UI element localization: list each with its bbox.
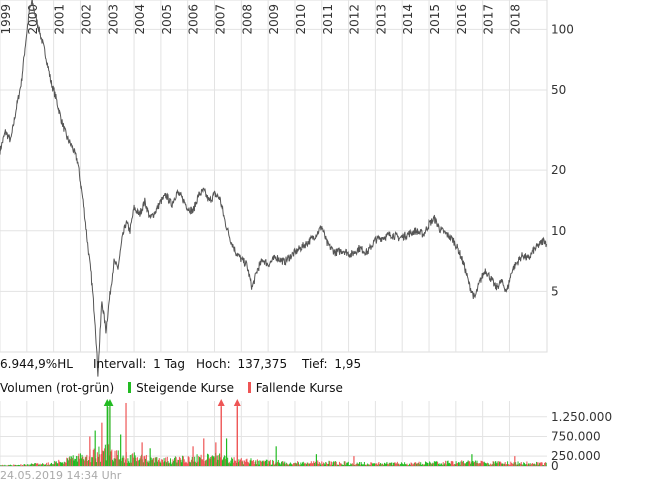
low-label: Tief: bbox=[302, 357, 328, 371]
high-value: 137,375 bbox=[237, 357, 288, 371]
year-tick-label: 2014 bbox=[401, 4, 415, 35]
year-tick-label: 2013 bbox=[374, 4, 388, 35]
year-tick-label: 2011 bbox=[321, 4, 335, 35]
year-tick-label: 2009 bbox=[267, 4, 281, 35]
interval-label: Intervall: bbox=[93, 357, 147, 371]
year-tick-label: 2004 bbox=[133, 4, 147, 35]
volume-legend: Volumen (rot-grün) Steigende Kurse Falle… bbox=[0, 381, 343, 395]
price-line bbox=[0, 0, 547, 377]
volume-title: Volumen (rot-grün) bbox=[0, 381, 115, 395]
volume-tick-label: 1.250.000 bbox=[551, 410, 612, 424]
interval-value: 1 Tag bbox=[153, 357, 185, 371]
performance-value: 6.944,9%HL bbox=[0, 357, 73, 371]
year-tick-label: 2008 bbox=[240, 4, 254, 35]
year-tick-label: 2001 bbox=[53, 4, 67, 35]
price-tick-label: 10 bbox=[551, 224, 566, 238]
legend-swatch-falling bbox=[247, 382, 251, 393]
volume-overflow-arrow bbox=[106, 399, 114, 406]
x-tick-labels: 1999 2000 2001 2002 2003 2004 2005 2006 2007 2008… bbox=[0, 4, 522, 35]
price-grid bbox=[0, 0, 548, 353]
low-info: Tief: 1,95 bbox=[302, 357, 364, 371]
year-tick-label: 2016 bbox=[455, 4, 469, 35]
volume-overflow-arrow bbox=[217, 399, 225, 406]
interval-info: Intervall: 1 Tag bbox=[93, 357, 188, 371]
price-tick-label: 20 bbox=[551, 163, 566, 177]
year-tick-label: 2006 bbox=[187, 4, 201, 35]
high-label: Hoch: bbox=[196, 357, 231, 371]
year-tick-label: 2010 bbox=[294, 4, 308, 35]
volume-tick-label: 0 bbox=[551, 459, 559, 473]
performance-info: 6.944,9%HL bbox=[0, 357, 76, 371]
year-tick-label: 2017 bbox=[482, 4, 496, 35]
volume-overflow-arrow bbox=[233, 399, 241, 406]
volume-bars bbox=[0, 399, 547, 466]
price-frame bbox=[0, 0, 548, 353]
year-tick-label: 2007 bbox=[214, 4, 228, 35]
y-tick-labels: 100 50 20 10 5 bbox=[551, 22, 574, 298]
timestamp: 24.05.2019 14:34 Uhr bbox=[0, 469, 122, 482]
year-tick-label: 2003 bbox=[106, 4, 120, 35]
volume-tick-label: 250.000 bbox=[551, 449, 601, 463]
price-tick-label: 50 bbox=[551, 83, 566, 97]
price-tick-label: 5 bbox=[551, 284, 559, 298]
price-tick-label: 100 bbox=[551, 22, 574, 36]
high-info: Hoch: 137,375 bbox=[196, 357, 290, 371]
legend-swatch-rising bbox=[128, 382, 132, 393]
year-tick-label: 2005 bbox=[160, 4, 174, 35]
year-tick-label: 2002 bbox=[79, 4, 93, 35]
volume-tick-label: 750.000 bbox=[551, 429, 601, 443]
legend-label-falling: Fallende Kurse bbox=[255, 381, 343, 395]
price-series bbox=[0, 0, 547, 377]
legend-label-rising: Steigende Kurse bbox=[136, 381, 234, 395]
year-tick-label: 2012 bbox=[348, 4, 362, 35]
year-tick-label: 2015 bbox=[428, 4, 442, 35]
year-tick-label: 1999 bbox=[0, 4, 13, 35]
low-value: 1,95 bbox=[334, 357, 362, 371]
year-tick-label: 2018 bbox=[508, 4, 522, 35]
